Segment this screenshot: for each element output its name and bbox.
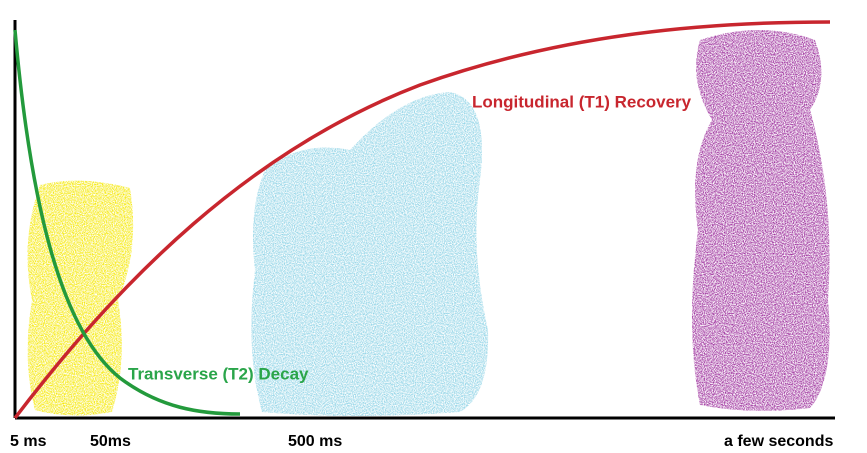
time-label: a few seconds xyxy=(724,433,833,450)
purple-blob xyxy=(691,30,830,411)
t2-label: Transverse (T2) Decay xyxy=(128,364,309,383)
time-label: 50ms xyxy=(90,433,131,450)
t1-label: Longitudinal (T1) Recovery xyxy=(472,92,692,111)
time-label: 5 ms xyxy=(10,433,47,450)
tissue-blobs xyxy=(27,30,830,416)
t2-curve xyxy=(13,29,241,416)
yellow-blob xyxy=(27,180,134,416)
time-label: 500 ms xyxy=(288,433,342,450)
blue-blob xyxy=(251,92,489,416)
t1-curve xyxy=(13,20,831,420)
